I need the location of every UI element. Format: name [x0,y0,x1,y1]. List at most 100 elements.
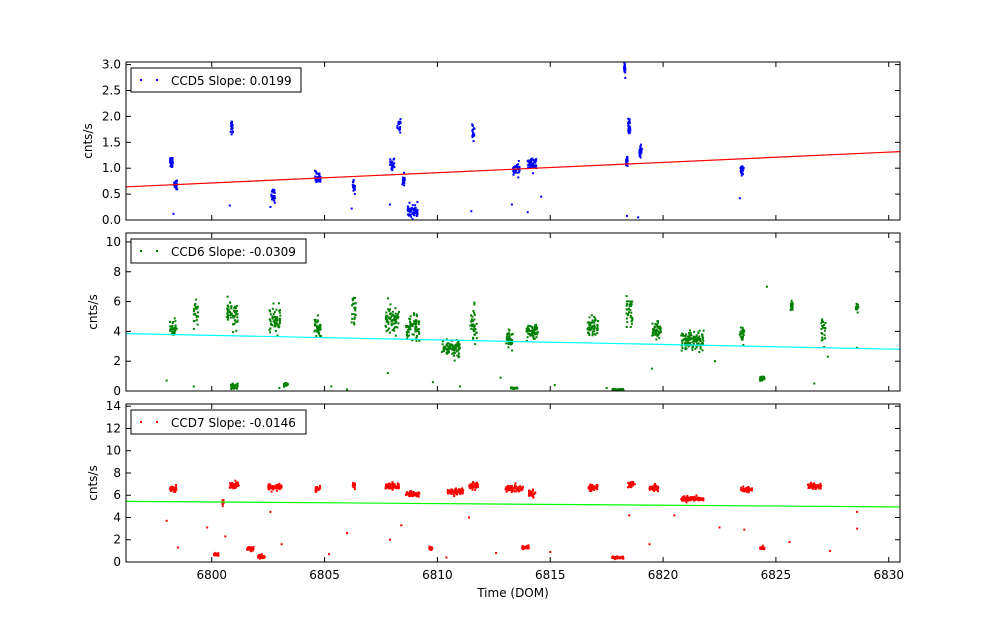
data-point-outlier [549,551,552,553]
data-point [230,133,233,136]
data-point-outlier [673,514,676,517]
data-point [236,313,239,316]
data-point [511,349,514,352]
data-point [393,483,396,486]
data-point [354,307,357,310]
y-tick-label: 1.0 [102,161,121,175]
data-point [460,488,463,490]
data-point-outlier [650,367,653,370]
data-point [820,322,823,325]
data-point [316,489,319,492]
data-point [812,484,815,487]
data-point [453,345,456,348]
data-point [517,487,520,489]
data-point [658,325,661,328]
data-point [351,304,354,307]
data-point [391,320,394,323]
data-point-outlier [856,527,859,530]
data-point [658,336,661,339]
data-point [225,316,228,319]
data-point [626,321,629,324]
data-point [741,167,744,169]
data-point [589,490,592,493]
data-point [235,329,238,332]
data-point [409,322,412,325]
data-point [473,324,476,327]
data-point [505,342,508,345]
data-point [470,323,473,326]
data-point [354,484,356,486]
data-point [747,488,750,491]
data-point [396,126,399,128]
data-point [314,323,317,326]
data-point [413,314,416,317]
data-point [627,300,630,303]
data-point [469,487,472,490]
data-point-outlier [172,212,175,215]
data-point [173,330,176,333]
data-point [391,313,394,316]
data-point [508,335,511,338]
data-point [401,176,404,179]
data-point [273,194,276,197]
data-point [236,316,239,319]
data-point [472,140,475,143]
data-point [694,498,697,501]
data-point [823,324,826,327]
data-point [406,493,408,496]
data-point [447,492,449,495]
data-point [451,344,454,347]
data-point [273,189,276,192]
data-point [174,320,177,323]
data-point [271,324,274,327]
data-point-outlier [648,543,651,546]
data-point [169,328,172,330]
data-point [472,481,475,483]
data-point [624,66,627,69]
data-point [389,318,392,321]
data-point [519,485,522,488]
data-point [283,382,285,385]
data-point [534,324,537,327]
data-point [693,337,696,340]
data-point [267,486,270,489]
data-point [455,350,458,353]
data-point [459,489,462,492]
data-point [535,325,538,328]
data-point [405,326,408,329]
x-tick-label: 6830 [873,568,904,582]
data-point [317,180,320,183]
data-point [621,557,624,560]
data-point [278,488,281,491]
data-point [629,314,632,317]
data-point [594,319,597,322]
data-point [613,558,616,561]
data-point [527,324,530,327]
data-point [278,311,281,314]
data-point [386,308,389,311]
data-point [738,333,741,336]
data-point [625,164,628,167]
data-point [394,312,397,315]
data-point-outlier [330,385,333,388]
data-point [696,342,699,345]
data-point [519,487,521,490]
data-point [388,310,391,313]
data-point [689,331,692,334]
data-point [317,327,320,330]
data-point [231,124,234,127]
data-point [260,554,263,557]
data-point [687,340,690,343]
data-point [453,495,456,498]
data-point [408,210,411,213]
data-point-outlier [499,376,502,379]
data-point [759,547,762,549]
data-point [855,307,858,310]
data-point [534,160,537,162]
data-point [415,320,418,323]
data-point [171,322,174,324]
data-point [411,217,414,220]
data-point [684,335,687,338]
data-point [267,483,270,486]
data-point [684,337,687,340]
